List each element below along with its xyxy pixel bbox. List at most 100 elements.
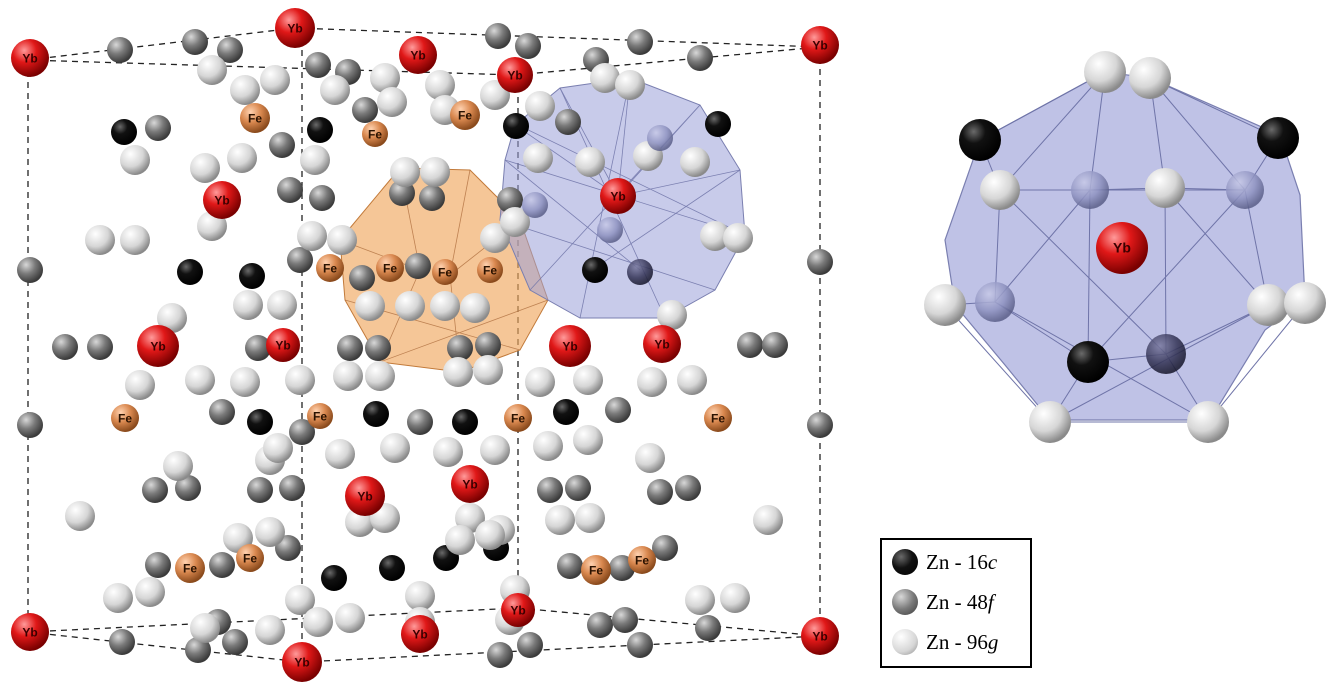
zn-48f-atom <box>517 632 543 658</box>
zn-96g-atom <box>227 143 257 173</box>
zn-48f-atom <box>515 33 541 59</box>
zn-48f-atom <box>807 249 833 275</box>
zn-96g-atom <box>685 585 715 615</box>
atoms: Yb Yb Yb Yb Yb Yb Yb Yb Yb Yb Yb Yb Yb Yb Yb Yb Yb Yb Fe Fe… <box>11 8 1326 682</box>
zn-96g-atom <box>395 291 425 321</box>
zn-96g-atom <box>300 145 330 175</box>
zn-96g-atom <box>573 425 603 455</box>
zn-48f-atom <box>555 109 581 135</box>
legend: Zn - 16c Zn - 48f Zn - 96g <box>880 538 1032 668</box>
zn-96g-atom <box>355 291 385 321</box>
yb-label: Yb <box>214 194 229 208</box>
zn-96g-atom <box>233 290 263 320</box>
zn-48f-atom <box>352 97 378 123</box>
zn-96g-atom <box>1284 282 1326 324</box>
zn-48f-atom <box>209 399 235 425</box>
zn-48f-atom <box>737 332 763 358</box>
legend-item-zn-48f: Zn - 48f <box>892 586 994 618</box>
zn-48f-atom <box>145 115 171 141</box>
zn-96g-atom <box>320 75 350 105</box>
yb-atom: Yb <box>11 39 49 77</box>
legend-item-zn-96g: Zn - 96g <box>892 626 998 658</box>
hidden-atom <box>1146 334 1186 374</box>
hidden-atom <box>522 192 548 218</box>
zn-96g-atom <box>197 55 227 85</box>
zn-96g-atom <box>473 355 503 385</box>
zn-96g-atom <box>85 225 115 255</box>
zn-48f-atom <box>107 37 133 63</box>
zn-48f-atom <box>565 475 591 501</box>
zn-96g-atom <box>723 223 753 253</box>
zn-96g-atom <box>637 367 667 397</box>
zn-96g-atom <box>325 439 355 469</box>
fe-label: Fe <box>511 412 525 426</box>
zn-48f-atom <box>407 409 433 435</box>
yb-atom: Yb <box>266 328 300 362</box>
zn-96g-atom <box>573 365 603 395</box>
zn-96g-atom <box>1187 401 1229 443</box>
zn-96g-atom <box>365 361 395 391</box>
zn-48f-atom <box>289 419 315 445</box>
legend-item-zn-16c: Zn - 16c <box>892 546 997 578</box>
zn-16c-atom <box>247 409 273 435</box>
zn-48f-atom <box>217 37 243 63</box>
zn-48f-atom <box>647 479 673 505</box>
zn-48f-atom <box>807 412 833 438</box>
yb-atom: Yb <box>549 325 591 367</box>
zn-96g-atom <box>480 223 510 253</box>
yb-atom: Yb <box>497 57 533 93</box>
zn-48f-atom <box>349 265 375 291</box>
hidden-atom <box>1071 171 1109 209</box>
zn-16c-atom <box>379 555 405 581</box>
yb-atom: Yb <box>11 613 49 651</box>
hidden-atom <box>1226 171 1264 209</box>
yb-label: Yb <box>1113 240 1131 256</box>
zn-96g-atom <box>285 365 315 395</box>
zn-96g-atom <box>443 357 473 387</box>
zn-16c-atom <box>177 259 203 285</box>
zn-96g-atom <box>500 207 530 237</box>
fe-atom: Fe <box>175 553 205 583</box>
zn-16c-atom <box>503 113 529 139</box>
yb-atom: Yb <box>275 8 315 48</box>
zn-96g-atom <box>120 145 150 175</box>
yb-label: Yb <box>412 628 427 642</box>
zn-48f-atom <box>337 335 363 361</box>
zn-96g-atom <box>135 577 165 607</box>
zn-96g-atom <box>1145 168 1185 208</box>
zn-48f-atom <box>182 29 208 55</box>
zn-96g-atom <box>720 583 750 613</box>
yb-atom: Yb <box>345 476 385 516</box>
zn-96g-atom <box>924 284 966 326</box>
zn-96g-atom <box>1247 284 1289 326</box>
yb-label: Yb <box>275 339 290 353</box>
zn-96g-atom <box>260 65 290 95</box>
fe-atom: Fe <box>307 403 333 429</box>
zn-96g-atom <box>370 63 400 93</box>
zn-48f-atom <box>762 332 788 358</box>
legend-label: Zn - 16c <box>926 549 998 574</box>
yb-atom: Yb <box>399 36 437 74</box>
zn-48f-atom <box>52 334 78 360</box>
zn-48f-atom <box>309 185 335 211</box>
fe-atom: Fe <box>236 544 264 572</box>
yb-label: Yb <box>410 49 425 63</box>
zn-96g-atom <box>460 293 490 323</box>
zn-48f-atom <box>222 629 248 655</box>
yb-atom: Yb <box>643 325 681 363</box>
zn-96g-atom <box>190 153 220 183</box>
fe-label: Fe <box>635 554 649 568</box>
zn-48f-atom <box>485 23 511 49</box>
zn-96g-atom <box>545 505 575 535</box>
zn-16c-atom <box>1257 117 1299 159</box>
fe-label: Fe <box>383 262 397 276</box>
zn-96g-atom <box>575 147 605 177</box>
zn-96g-atom <box>297 221 327 251</box>
zn-96g-atom <box>120 225 150 255</box>
zn-48f-atom <box>652 535 678 561</box>
zn-16c-atom <box>239 263 265 289</box>
zn-96g-atom <box>65 501 95 531</box>
zn-96g-atom <box>615 70 645 100</box>
zn-96g-atom <box>327 225 357 255</box>
yb-label: Yb <box>22 52 37 66</box>
